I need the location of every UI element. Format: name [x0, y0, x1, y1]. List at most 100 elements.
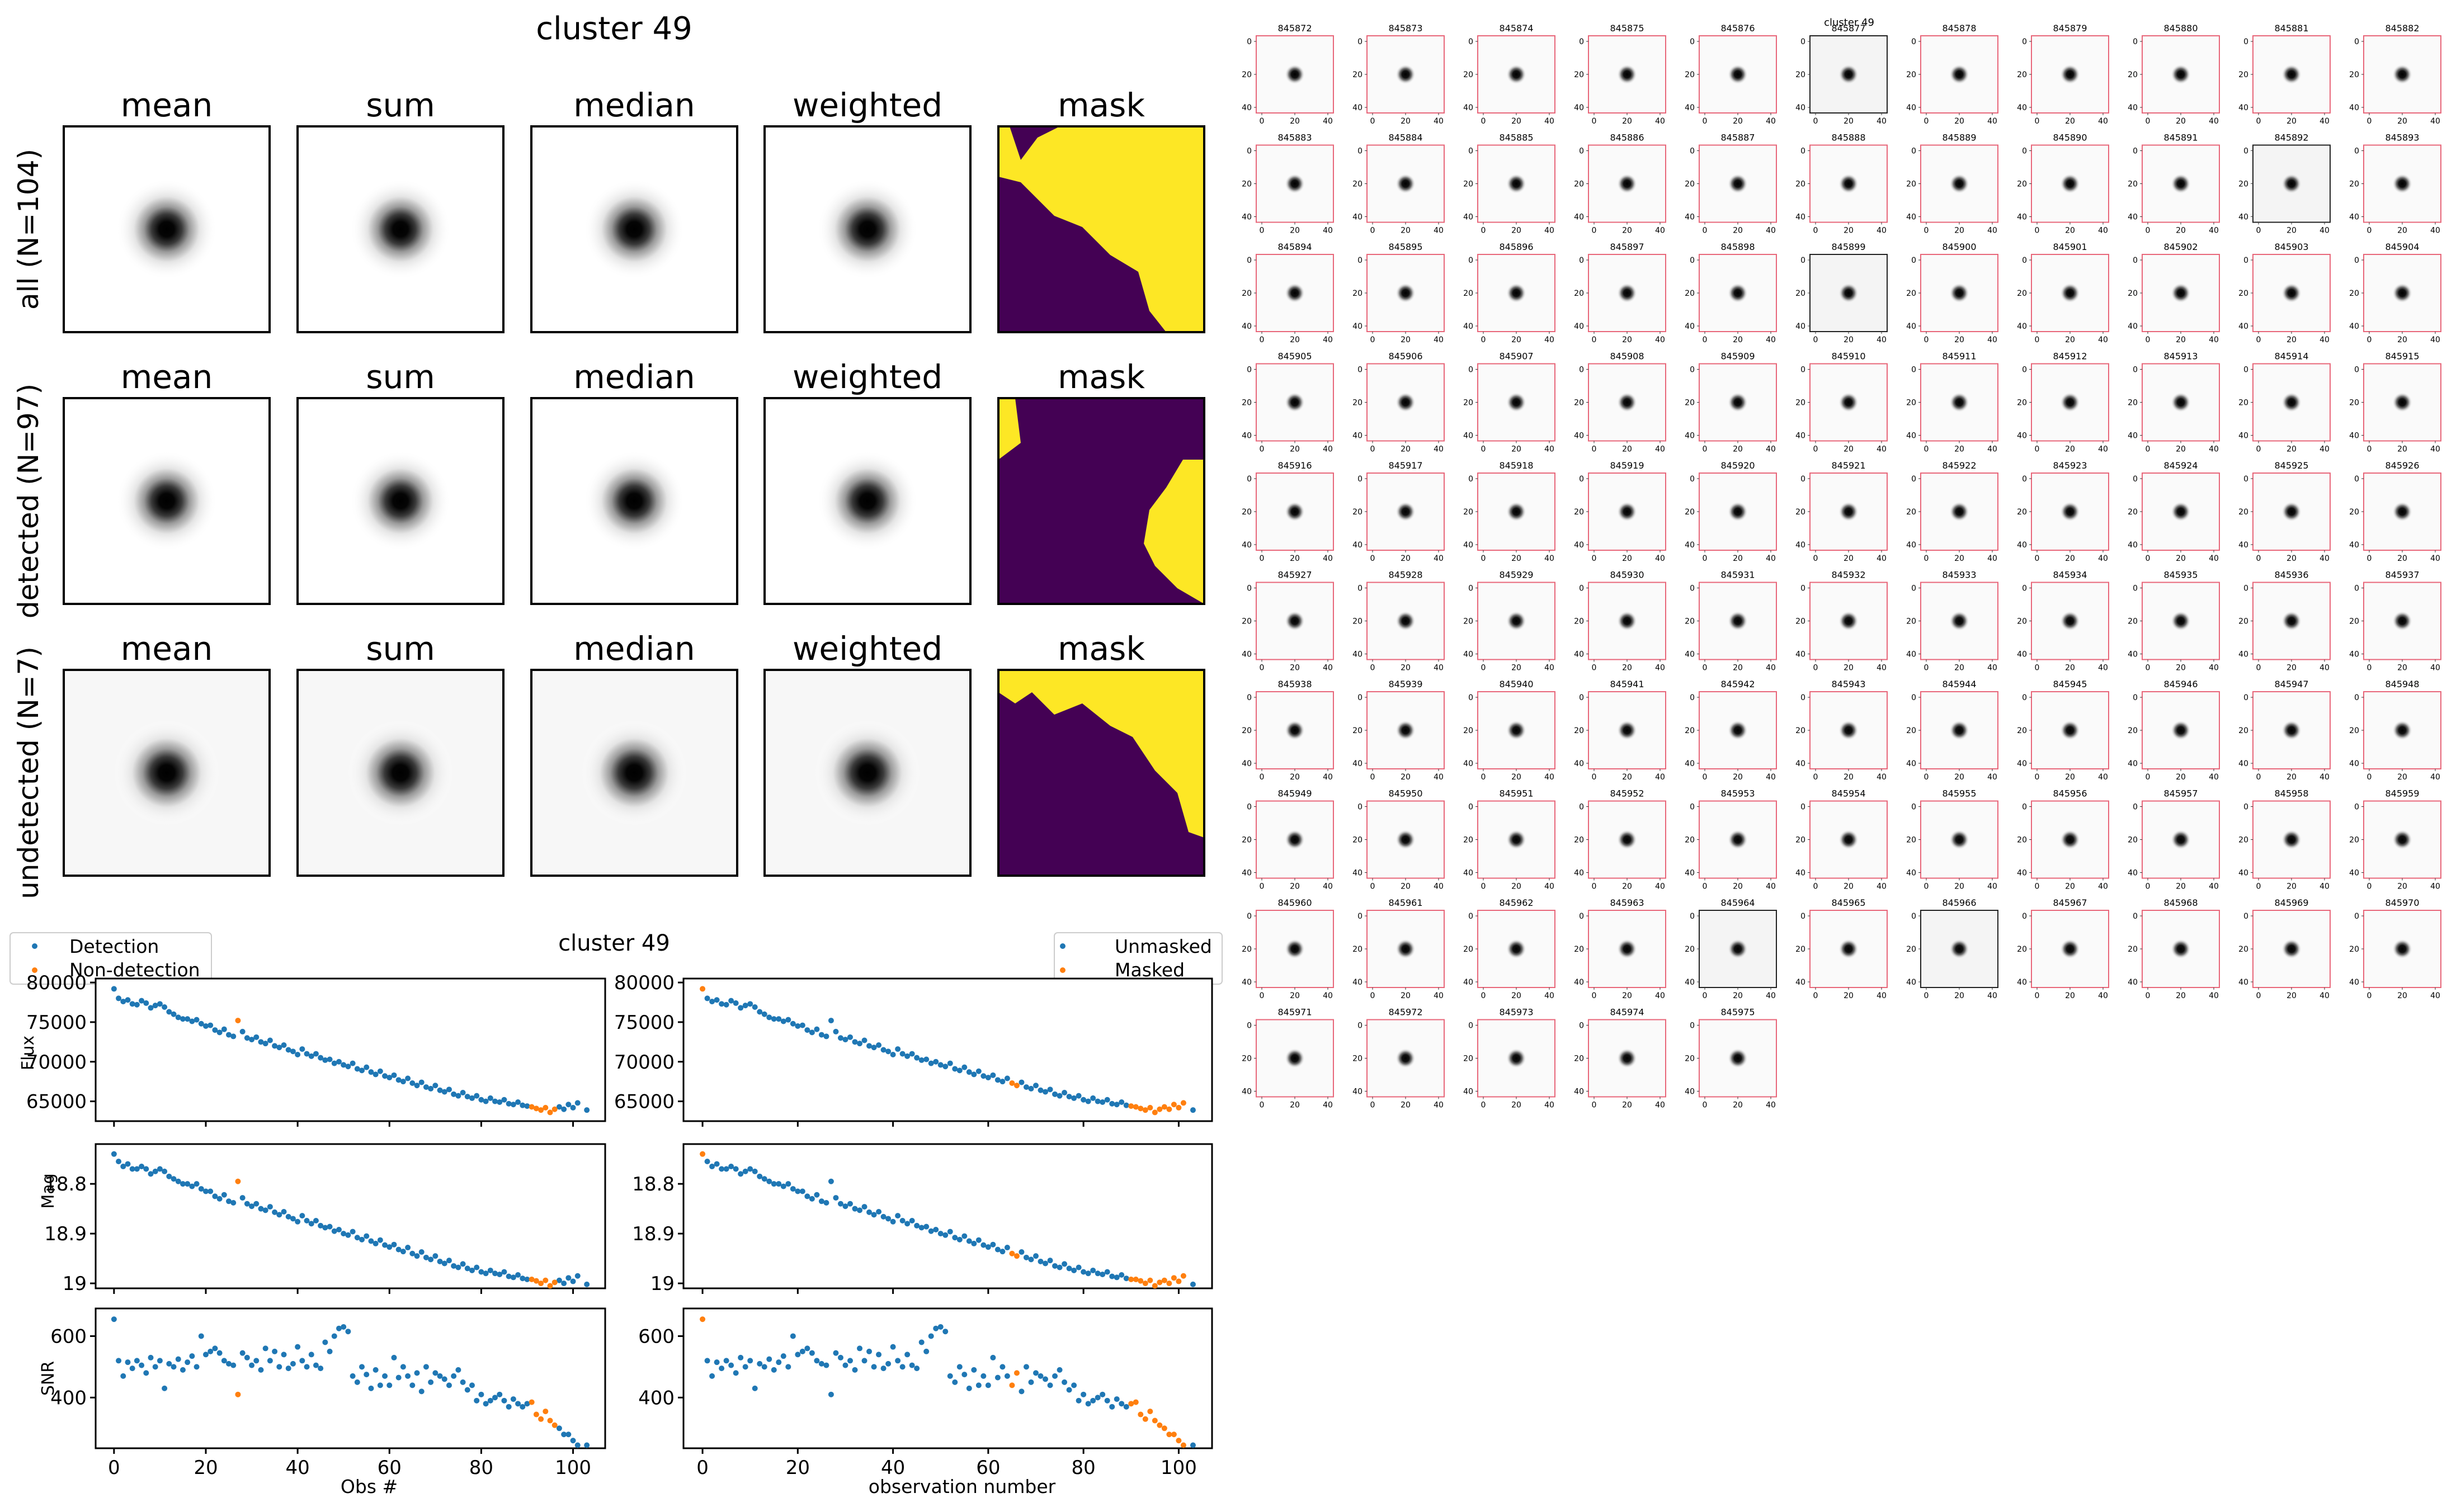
- data-point: [285, 1365, 291, 1372]
- thumb-x-tick-label: 40: [1655, 882, 1665, 891]
- data-point: [341, 1231, 347, 1237]
- thumbnail-frame: [1588, 582, 1666, 660]
- thumb-y-tick-label: 0: [1468, 803, 1473, 812]
- data-point: [455, 1367, 461, 1373]
- data-point: [460, 1379, 466, 1385]
- data-point: [1071, 1095, 1077, 1101]
- y-tick-label: 18.9: [44, 1223, 87, 1245]
- data-point: [386, 1075, 393, 1081]
- thumb-y-tick-label: 0: [1468, 37, 1473, 46]
- thumb-y-tick-label: 0: [2133, 37, 2138, 46]
- thumb-y-tick-label: 20: [1906, 617, 1916, 626]
- thumb-y-tick-label: 0: [2354, 147, 2359, 156]
- data-point: [842, 1037, 848, 1043]
- thumb-x-tick-label: 40: [2319, 226, 2330, 235]
- data-point: [1152, 1418, 1158, 1424]
- thumb-x-tick-label: 0: [1481, 226, 1486, 235]
- thumb-x-tick-label: 0: [2367, 882, 2372, 891]
- data-point: [258, 1039, 264, 1045]
- thumbnail-star: [1285, 1048, 1305, 1069]
- thumb-y-tick-label: 40: [2349, 322, 2359, 331]
- data-point: [451, 1091, 457, 1097]
- thumb-x-tick-label: 0: [2367, 226, 2372, 235]
- thumb-x-tick-label: 40: [1766, 117, 1776, 126]
- thumb-y-tick-label: 20: [2128, 508, 2138, 517]
- data-point: [1176, 1278, 1182, 1284]
- thumb-y-tick-label: 0: [1357, 803, 1362, 812]
- data-point: [847, 1201, 853, 1207]
- thumb-x-tick-label: 0: [1924, 117, 1929, 126]
- data-point: [1119, 1099, 1125, 1105]
- data-point: [455, 1264, 461, 1270]
- data-point: [871, 1212, 877, 1218]
- lightcurve-title: cluster 49: [558, 930, 670, 956]
- thumb-y-tick-label: 0: [1800, 147, 1805, 156]
- y-tick-label: 19: [63, 1273, 87, 1295]
- thumb-x-tick-label: 40: [2430, 226, 2440, 235]
- data-point: [441, 1376, 447, 1382]
- data-point: [795, 1188, 801, 1194]
- data-point: [704, 1159, 710, 1165]
- data-point: [423, 1084, 429, 1090]
- data-point: [1085, 1098, 1091, 1104]
- thumb-x-tick-label: 0: [1370, 226, 1375, 235]
- thumb-x-tick-label: 0: [1924, 554, 1929, 563]
- thumbnail-id: 845961: [1388, 897, 1422, 908]
- thumb-x-tick-label: 40: [2098, 117, 2108, 126]
- thumb-y-tick-label: 0: [1579, 37, 1584, 46]
- thumb-y-tick-label: 0: [2243, 693, 2248, 702]
- thumb-y-tick-label: 40: [1795, 759, 1805, 768]
- thumb-y-tick-label: 20: [1242, 945, 1252, 954]
- thumbnail-star: [1285, 829, 1305, 850]
- thumb-y-tick-label: 40: [2238, 432, 2248, 441]
- data-point: [524, 1401, 530, 1407]
- thumb-x-tick-label: 20: [1622, 664, 1632, 673]
- thumb-y-tick-label: 20: [2238, 70, 2248, 79]
- thumb-x-tick-label: 40: [1544, 991, 1554, 1000]
- thumb-y-tick-label: 0: [2133, 912, 2138, 921]
- data-point: [1142, 1416, 1148, 1422]
- data-point: [538, 1416, 544, 1422]
- thumb-x-tick-label: 40: [2430, 773, 2440, 782]
- data-point: [418, 1388, 425, 1395]
- x-tick-label: 40: [285, 1457, 309, 1479]
- thumbnail-star: [1395, 720, 1416, 740]
- thumb-x-tick-label: 40: [2209, 445, 2219, 454]
- thumbnail-star: [1506, 1048, 1526, 1069]
- thumbnail-star: [2171, 829, 2191, 850]
- thumb-x-tick-label: 40: [2098, 226, 2108, 235]
- thumbnail-star: [2281, 173, 2302, 194]
- data-point: [861, 1037, 868, 1043]
- data-point: [1171, 1102, 1177, 1108]
- thumb-x-tick-label: 0: [2367, 664, 2372, 673]
- thumb-x-tick-label: 40: [1323, 1101, 1333, 1110]
- thumb-y-tick-label: 40: [1685, 541, 1695, 550]
- thumbnail-star: [2171, 502, 2191, 522]
- data-point: [322, 1339, 328, 1345]
- data-point: [166, 1009, 172, 1015]
- data-point: [1033, 1370, 1039, 1376]
- data-point: [295, 1052, 301, 1057]
- data-point: [185, 1016, 191, 1022]
- thumb-y-tick-label: 40: [1352, 432, 1362, 441]
- thumb-y-tick-label: 40: [2349, 103, 2359, 112]
- thumb-y-tick-label: 20: [2349, 836, 2359, 845]
- data-point: [469, 1382, 475, 1388]
- data-point: [116, 1358, 122, 1364]
- data-point: [738, 1005, 744, 1011]
- data-point: [148, 1354, 154, 1360]
- data-point: [1100, 1099, 1106, 1105]
- data-point: [152, 1168, 158, 1174]
- data-point: [202, 1188, 209, 1194]
- data-point: [501, 1097, 507, 1103]
- thumb-x-tick-label: 40: [2430, 991, 2440, 1000]
- data-point: [285, 1047, 291, 1053]
- thumb-y-tick-label: 20: [2238, 617, 2248, 626]
- data-point: [956, 1067, 963, 1074]
- thumb-x-tick-label: 0: [2256, 336, 2261, 344]
- thumbnail-id: 845923: [2053, 460, 2087, 471]
- data-point: [295, 1218, 301, 1225]
- data-point: [359, 1364, 365, 1370]
- data-point: [1009, 1382, 1015, 1388]
- thumb-x-tick-label: 40: [1323, 882, 1333, 891]
